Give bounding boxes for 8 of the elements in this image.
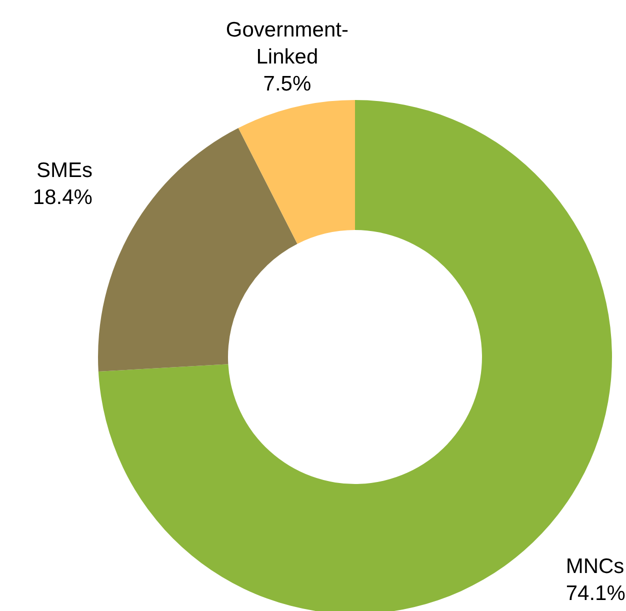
donut-slice	[98, 128, 298, 372]
data-label: 18.4%	[32, 186, 92, 210]
data-label: 74.1%	[566, 582, 626, 605]
slice-label: Government-Linked	[226, 18, 348, 68]
data-label: 7.5%	[263, 72, 312, 96]
slice-label: SMEs	[36, 159, 92, 182]
donut-slice	[238, 100, 355, 244]
slice-label: MNCs	[566, 554, 624, 578]
